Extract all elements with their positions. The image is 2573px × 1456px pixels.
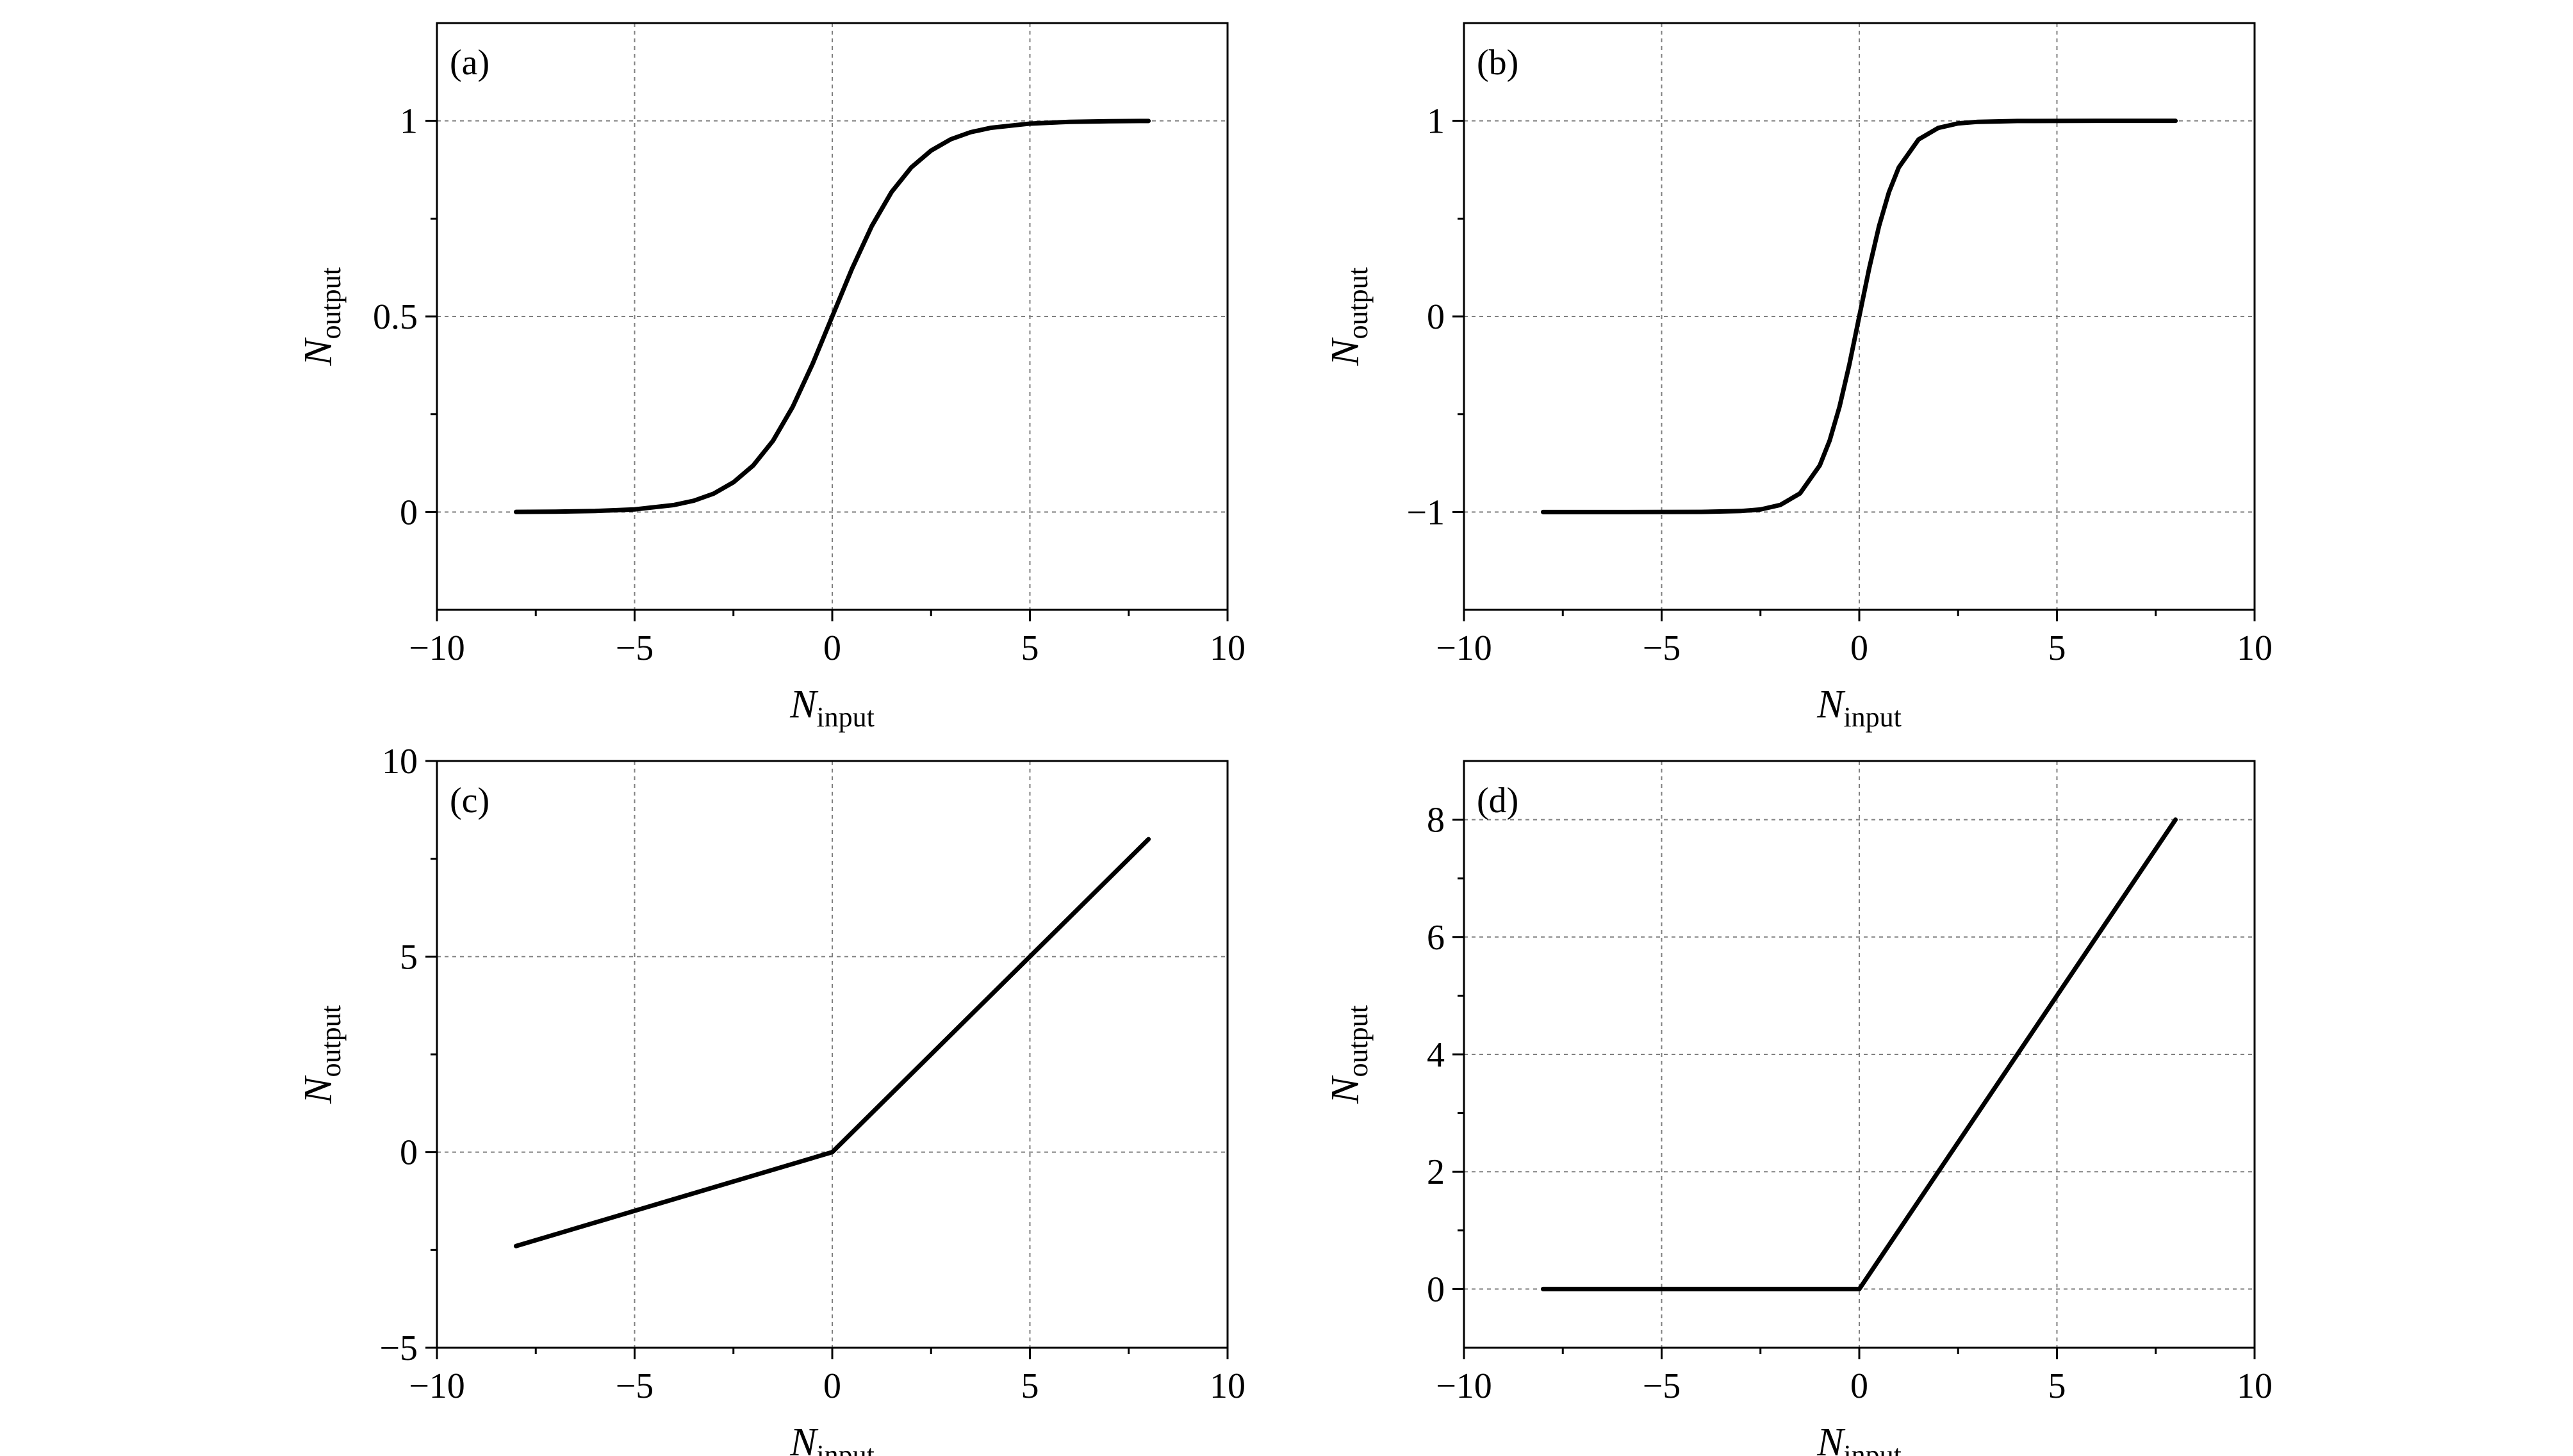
y-axis-subscript: output [315,267,347,339]
panel-label: (d) [1477,781,1518,821]
x-axis-label: Ninput [1816,683,1902,733]
x-axis-symbol: N [1816,1421,1846,1456]
y-axis-label: Noutput [1324,267,1374,366]
y-axis-label: Noutput [297,267,347,366]
x-tick-label: 0 [1850,628,1868,668]
y-tick-label: 1 [400,102,418,142]
x-tick-label: 10 [2237,628,2273,668]
x-axis-symbol: N [789,683,819,726]
x-tick-label: 0 [823,628,841,668]
series-line [513,837,1151,1248]
y-tick-label: 2 [1427,1152,1445,1192]
x-tick-label: −5 [1643,628,1681,668]
y-axis-label: Noutput [297,1005,347,1104]
y-tick-label: 1 [1427,102,1445,142]
x-tick-label: 10 [1210,1366,1245,1406]
series-line [1540,119,2178,514]
y-axis-symbol: N [1324,337,1367,366]
y-tick-label: 0.5 [373,297,418,337]
y-tick-label: 0 [400,1133,418,1173]
x-tick-label: 5 [2048,628,2066,668]
x-tick-label: 10 [1210,628,1245,668]
y-tick-label: 8 [1427,801,1445,840]
x-tick-label: −5 [616,1366,654,1406]
x-tick-label: 0 [1850,1366,1868,1406]
y-tick-label: 10 [382,742,418,781]
x-tick-label: −5 [1643,1366,1681,1406]
y-axis-subscript: output [1342,1005,1374,1077]
y-tick-label: 6 [1427,918,1445,958]
x-tick-label: 0 [823,1366,841,1406]
y-axis-symbol: N [1324,1075,1367,1104]
x-axis-subscript: input [1843,701,1901,733]
y-axis-symbol: N [297,1075,340,1104]
x-tick-label: 5 [2048,1366,2066,1406]
x-axis-label: Ninput [789,683,875,733]
x-axis-label: Ninput [1816,1421,1902,1456]
x-tick-label: 10 [2237,1366,2273,1406]
panel-label: (a) [450,43,489,83]
x-axis-subscript: input [1843,1439,1901,1456]
panel-label: (b) [1477,43,1518,83]
y-tick-label: 5 [400,937,418,977]
y-tick-label: −5 [379,1329,418,1368]
x-tick-label: −10 [1436,1366,1492,1406]
y-tick-label: 0 [1427,1270,1445,1309]
x-tick-label: −10 [409,628,465,668]
y-tick-label: 0 [1427,297,1445,337]
y-axis-symbol: N [297,337,340,366]
x-tick-label: −10 [1436,628,1492,668]
panel-label: (c) [450,781,489,821]
y-axis-subscript: output [1342,267,1374,339]
x-tick-label: −10 [409,1366,465,1406]
x-axis-symbol: N [789,1421,819,1456]
y-tick-label: 4 [1427,1035,1445,1075]
x-tick-label: −5 [616,628,654,668]
series-line [1540,817,2178,1291]
y-axis-subscript: output [315,1005,347,1077]
y-tick-label: 0 [400,493,418,532]
x-axis-subscript: input [816,1439,874,1456]
x-axis-subscript: input [816,701,874,733]
x-tick-label: 5 [1021,1366,1039,1406]
y-axis-label: Noutput [1324,1005,1374,1104]
x-axis-label: Ninput [789,1421,875,1456]
y-tick-label: −1 [1406,493,1445,532]
series-line [513,119,1151,514]
x-axis-symbol: N [1816,683,1846,726]
x-tick-label: 5 [1021,628,1039,668]
